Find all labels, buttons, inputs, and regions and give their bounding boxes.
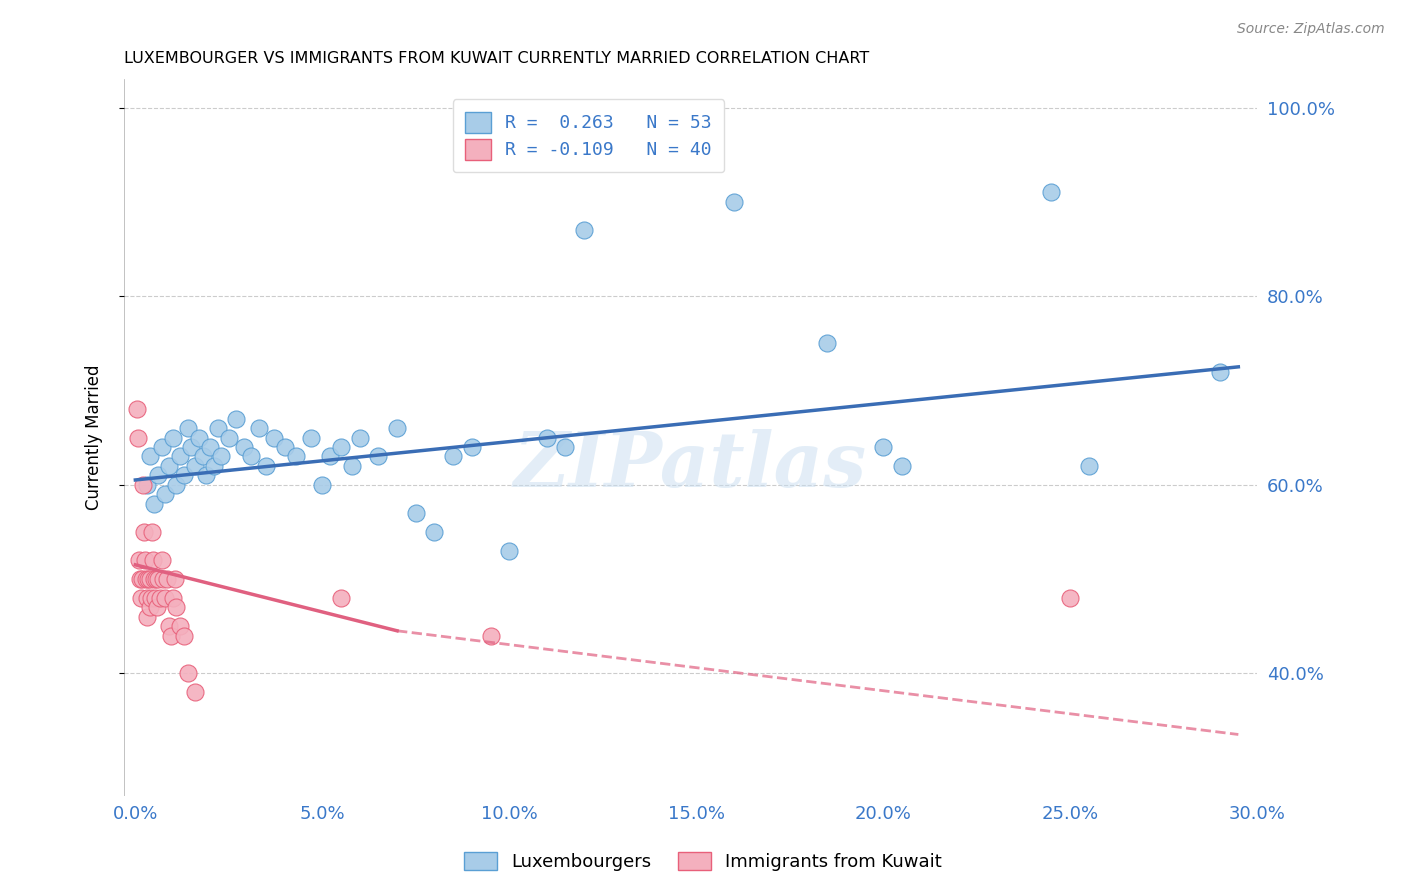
Point — [815, 336, 838, 351]
Point — [209, 450, 232, 464]
Point — [169, 619, 191, 633]
Point — [207, 421, 229, 435]
Point — [254, 458, 277, 473]
Point — [330, 440, 353, 454]
Point — [330, 591, 353, 605]
Point — [180, 440, 202, 454]
Legend: Luxembourgers, Immigrants from Kuwait: Luxembourgers, Immigrants from Kuwait — [457, 845, 949, 879]
Point — [240, 450, 263, 464]
Point — [162, 591, 184, 605]
Point — [135, 609, 157, 624]
Point — [176, 421, 198, 435]
Point — [187, 431, 209, 445]
Point — [198, 440, 221, 454]
Point — [139, 450, 162, 464]
Point — [723, 194, 745, 209]
Point — [134, 553, 156, 567]
Point — [160, 628, 183, 642]
Point — [173, 468, 195, 483]
Point — [138, 600, 160, 615]
Point — [536, 431, 558, 445]
Point — [498, 543, 520, 558]
Point — [132, 477, 155, 491]
Point — [132, 524, 155, 539]
Point — [218, 431, 240, 445]
Legend: R =  0.263   N = 53, R = -0.109   N = 40: R = 0.263 N = 53, R = -0.109 N = 40 — [453, 99, 724, 172]
Point — [184, 685, 207, 699]
Point — [129, 591, 152, 605]
Point — [890, 458, 912, 473]
Point — [405, 506, 427, 520]
Point — [319, 450, 342, 464]
Point — [135, 477, 157, 491]
Point — [143, 572, 166, 586]
Point — [872, 440, 894, 454]
Point — [263, 431, 285, 445]
Point — [299, 431, 322, 445]
Point — [157, 458, 180, 473]
Point — [156, 572, 179, 586]
Text: ZIPatlas: ZIPatlas — [515, 429, 868, 503]
Point — [150, 440, 173, 454]
Point — [163, 572, 186, 586]
Point — [139, 591, 162, 605]
Point — [367, 450, 389, 464]
Point — [225, 411, 247, 425]
Point — [131, 572, 153, 586]
Point — [195, 468, 218, 483]
Point — [1040, 186, 1063, 200]
Point — [1059, 591, 1081, 605]
Point — [127, 402, 149, 417]
Point — [141, 524, 163, 539]
Point — [166, 477, 188, 491]
Point — [128, 553, 150, 567]
Point — [162, 431, 184, 445]
Point — [127, 431, 149, 445]
Point — [143, 497, 166, 511]
Point — [136, 591, 159, 605]
Point — [554, 440, 576, 454]
Point — [202, 458, 225, 473]
Point — [232, 440, 254, 454]
Point — [139, 572, 162, 586]
Point — [152, 572, 174, 586]
Point — [479, 628, 502, 642]
Point — [461, 440, 484, 454]
Point — [138, 572, 160, 586]
Point — [274, 440, 297, 454]
Point — [441, 450, 464, 464]
Point — [285, 450, 308, 464]
Point — [247, 421, 270, 435]
Y-axis label: Currently Married: Currently Married — [86, 365, 103, 510]
Point — [342, 458, 364, 473]
Text: LUXEMBOURGER VS IMMIGRANTS FROM KUWAIT CURRENTLY MARRIED CORRELATION CHART: LUXEMBOURGER VS IMMIGRANTS FROM KUWAIT C… — [124, 51, 869, 66]
Point — [184, 458, 207, 473]
Point — [155, 487, 177, 501]
Point — [1077, 458, 1099, 473]
Point — [155, 591, 177, 605]
Point — [146, 468, 169, 483]
Point — [1208, 365, 1230, 379]
Point — [169, 450, 191, 464]
Point — [143, 591, 166, 605]
Point — [142, 553, 165, 567]
Point — [385, 421, 408, 435]
Point — [166, 600, 188, 615]
Point — [176, 666, 198, 681]
Point — [173, 628, 195, 642]
Point — [423, 524, 446, 539]
Point — [146, 572, 169, 586]
Point — [135, 572, 157, 586]
Point — [157, 619, 180, 633]
Point — [145, 572, 167, 586]
Point — [191, 450, 214, 464]
Point — [311, 477, 333, 491]
Point — [349, 431, 371, 445]
Point — [150, 553, 173, 567]
Text: Source: ZipAtlas.com: Source: ZipAtlas.com — [1237, 22, 1385, 37]
Point — [149, 591, 172, 605]
Point — [572, 223, 595, 237]
Point — [146, 600, 169, 615]
Point — [128, 572, 150, 586]
